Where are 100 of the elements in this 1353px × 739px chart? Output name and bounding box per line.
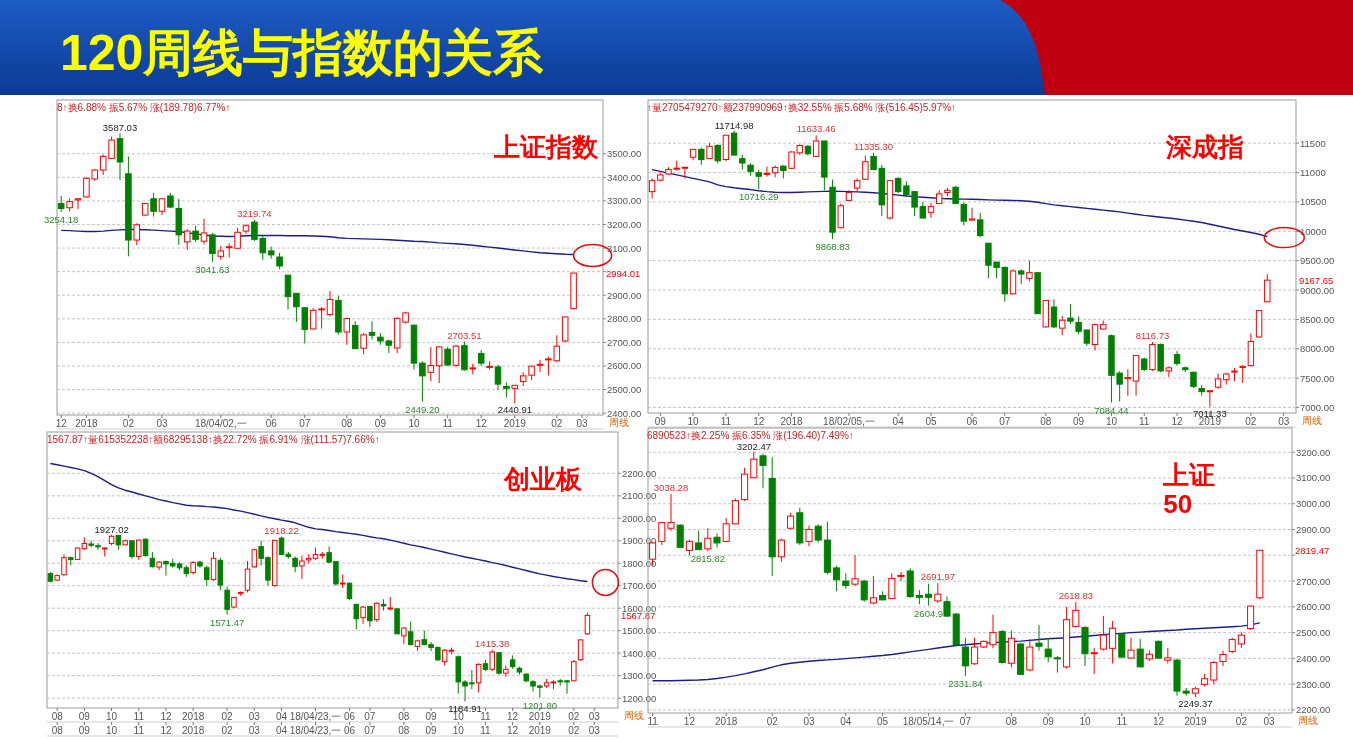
annotation: 1918.22 xyxy=(264,524,299,536)
category-label: 08 xyxy=(51,725,63,736)
x-tick-label: 08 xyxy=(341,418,353,429)
y-tick-label: 3000.00 xyxy=(1296,498,1331,510)
annotation: 9868.83 xyxy=(815,240,850,252)
annotation: 10716.29 xyxy=(738,191,779,203)
candlestick xyxy=(771,164,779,178)
category-label: 04 xyxy=(275,725,288,736)
category-label: 09 xyxy=(78,725,90,736)
annotation: 1571.47 xyxy=(209,616,245,628)
y-tick-label: 8500.00 xyxy=(1300,313,1335,325)
candlestick xyxy=(968,207,976,222)
x-tick-label: 11 xyxy=(1139,416,1150,427)
x-tick-label: 02 xyxy=(122,418,135,429)
line-series xyxy=(651,168,1268,238)
annotation: 8↑换6.88% 振5.67% 涨(189.78)6.77%↑ xyxy=(57,101,231,113)
text: 9167.65 xyxy=(1299,274,1334,286)
annotation: 11633.46 xyxy=(796,123,836,135)
category-label: 06 xyxy=(343,725,356,736)
text: 周线 xyxy=(624,710,644,721)
x-tick-label: 02 xyxy=(221,711,234,722)
x-tick-label: 06 xyxy=(265,418,278,429)
x-tick-label: 2018 xyxy=(715,716,738,727)
x-tick-label: 18/05/14,一 xyxy=(902,716,955,727)
y-tick-label: 3500.00 xyxy=(607,148,642,160)
annotation: 1927.02 xyxy=(94,523,129,535)
y-tick-label: 11000 xyxy=(1300,167,1326,179)
annotation: 11714.98 xyxy=(714,119,754,131)
candlestick xyxy=(61,553,67,577)
text: 2994.01 xyxy=(606,267,641,279)
y-tick-label: 10000 xyxy=(1300,225,1327,237)
x-tick-label: 2018 xyxy=(75,418,98,429)
x-tick-label: 08 xyxy=(1040,416,1052,427)
category-label: 03 xyxy=(248,725,260,736)
category-label: 02 xyxy=(221,725,233,736)
x-tick-label: 04 xyxy=(892,416,905,427)
y-tick-label: 11500 xyxy=(1300,137,1326,149)
annotation: 2604.9 xyxy=(914,607,944,619)
y-tick-label: 3200.00 xyxy=(607,218,642,230)
y-tick-label: 3100.00 xyxy=(1296,472,1331,484)
x-tick-label: 11 xyxy=(1116,716,1128,727)
x-tick-label: 12 xyxy=(475,418,488,429)
y-tick-label: 1600.00 xyxy=(622,602,657,614)
y-tick-label: 2800.00 xyxy=(607,313,642,325)
x-tick-label: 08 xyxy=(1005,716,1018,727)
category-label: 2018 xyxy=(182,725,205,736)
x-tick-label: 07 xyxy=(999,416,1011,427)
x-tick-label: 12 xyxy=(1171,416,1184,427)
x-tick-label: 09 xyxy=(425,711,438,722)
candlestick xyxy=(577,638,584,662)
text: 上证 50 xyxy=(1162,460,1216,519)
category-label: 02 xyxy=(568,725,580,736)
x-tick-label: 2019 xyxy=(1198,416,1222,427)
x-tick-label: 09 xyxy=(1073,416,1085,427)
x-tick-label: 03 xyxy=(588,711,601,722)
y-tick-label: 2100.00 xyxy=(622,490,657,502)
candlestick xyxy=(204,565,210,587)
x-tick-label: 05 xyxy=(925,416,937,427)
x-tick-label: 10 xyxy=(687,416,700,427)
annotation: 1184.91 xyxy=(448,702,482,714)
candlestick xyxy=(1026,260,1033,282)
y-tick-label: 1400.00 xyxy=(622,647,657,659)
category-label: 18/04/23,一 xyxy=(289,725,342,736)
x-tick-label: 2018 xyxy=(780,416,804,427)
x-tick-label: 06 xyxy=(343,711,356,722)
text: 上证指数 xyxy=(492,132,599,162)
annotation: 3587.03 xyxy=(102,122,138,134)
text: 120周线与指数的关系 xyxy=(60,25,545,81)
category-label: 10 xyxy=(452,725,464,736)
x-tick-label: 12 xyxy=(160,711,172,722)
candlestick xyxy=(1264,273,1271,303)
candlestick xyxy=(862,155,869,181)
x-tick-label: 03 xyxy=(803,716,815,727)
x-tick-label: 12 xyxy=(683,716,696,727)
x-tick-label: 12 xyxy=(55,418,68,429)
text: 周线 xyxy=(609,417,629,428)
annotation: 1567.87↑量615352238↑额68295138↑换22.72% 振6.91% 涨(111.57)7.66%↑ xyxy=(47,433,380,445)
candlestick xyxy=(489,649,495,672)
annotation: 11335.30 xyxy=(854,140,894,152)
y-tick-label: 2300.00 xyxy=(1296,678,1331,690)
candlestick xyxy=(136,539,142,561)
candlestick xyxy=(730,130,738,156)
x-tick-label: 10 xyxy=(452,711,465,722)
annotation: 2618.83 xyxy=(1058,589,1093,601)
y-tick-label: 2400.00 xyxy=(607,407,642,419)
x-tick-label: 11 xyxy=(720,416,732,427)
x-tick-label: 11 xyxy=(133,711,145,722)
y-tick-label: 2900.00 xyxy=(607,289,642,301)
x-tick-label: 10 xyxy=(1079,716,1091,727)
x-tick-label: 07 xyxy=(364,711,376,722)
annotation: 3038.28 xyxy=(653,481,689,493)
x-tick-label: 05 xyxy=(877,716,889,727)
category-label: 12 xyxy=(507,725,519,736)
y-tick-label: 2500.00 xyxy=(1296,627,1331,639)
candlestick xyxy=(1067,303,1074,325)
candlestick xyxy=(584,612,591,636)
y-tick-label: 7000.00 xyxy=(1300,401,1335,413)
y-tick-label: 3400.00 xyxy=(607,171,642,183)
candlestick xyxy=(1050,298,1058,329)
annotation: 2691.97 xyxy=(920,571,955,583)
